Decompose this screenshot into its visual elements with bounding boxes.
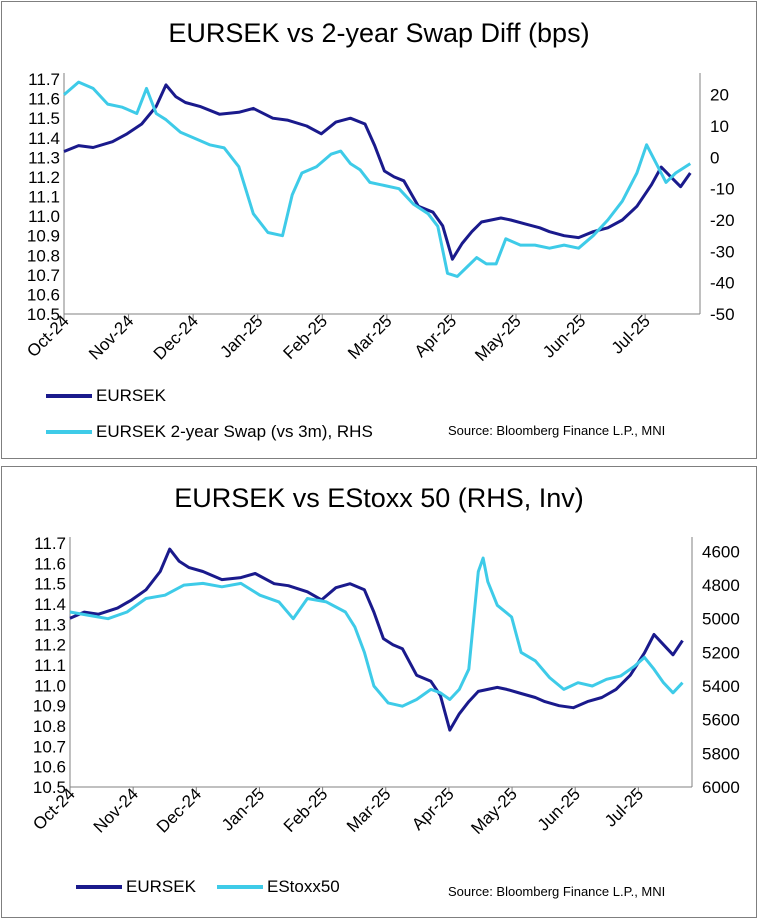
y-right-tick-label: 5600	[702, 711, 740, 730]
y-left-tick-label: 11.3	[28, 148, 60, 167]
x-tick-label: Jul-25	[608, 311, 654, 357]
y-left-tick-label: 10.7	[27, 266, 60, 285]
y-left-tick-label: 11.5	[34, 575, 66, 594]
legend-label: EURSEK 2-year Swap (vs 3m), RHS	[96, 422, 373, 441]
y-left-tick-label: 11.0	[34, 676, 66, 695]
y-left-tick-label: 10.6	[27, 285, 60, 304]
y-right-tick-label: 4600	[702, 542, 740, 561]
chart-panel-top: EURSEK vs 2-year Swap Diff (bps) 11.7 11.…	[1, 1, 757, 459]
x-tick-label: Jan-25	[216, 311, 266, 361]
legend-label: EURSEK	[126, 877, 196, 896]
y-left-tick-label: 11.0	[28, 207, 60, 226]
x-tick-label: Dec-24	[153, 784, 205, 836]
x-tick-label: Jun-25	[534, 784, 584, 834]
legend-swatch-eursek	[76, 885, 122, 889]
y-left-tick-label: 10.8	[27, 246, 60, 265]
y-right-tick-label: 5800	[702, 744, 740, 763]
legend-label: EURSEK	[96, 386, 166, 405]
y-right-tick-label: 6000	[702, 778, 740, 797]
x-tick-label: Feb-25	[280, 311, 332, 363]
y-left-tick-label: 11.1	[34, 656, 66, 675]
legend-swatch-eursek	[46, 394, 92, 398]
x-tick-label: Nov-24	[90, 784, 142, 836]
source-note: Source: Bloomberg Finance L.P., MNI	[448, 884, 666, 899]
y-left-tick-label: 11.7	[34, 534, 66, 553]
y-right-tick-label: -40	[710, 274, 735, 293]
x-tick-label: May-25	[467, 784, 521, 838]
y-left-tick-label: 11.4	[28, 129, 60, 148]
y-left-tick-label: 11.1	[28, 188, 60, 207]
x-tick-label: Nov-24	[85, 311, 137, 363]
y-left-tick-label: 11.6	[28, 90, 60, 109]
series-line-secondary	[69, 556, 684, 708]
x-tick-label: Jul-25	[601, 784, 647, 830]
x-tick-label: Feb-25	[280, 784, 332, 836]
legend-item-estoxx: EStoxx50	[217, 877, 340, 897]
chart-title: EURSEK vs 2-year Swap Diff (bps)	[168, 18, 590, 48]
y-right-tick-label: 4800	[702, 576, 740, 595]
legend-swatch-swap	[46, 430, 92, 434]
x-tick-label: Jan-25	[218, 784, 268, 834]
series-line-eursek	[63, 83, 692, 261]
y-right-tick-label: -50	[710, 305, 735, 324]
x-tick-label: Dec-24	[150, 311, 202, 363]
y-left-tick-label: 10.8	[33, 717, 66, 736]
y-left-tick-label: 11.5	[28, 109, 60, 128]
x-tick-label: Mar-25	[343, 784, 395, 836]
y-left-tick-label: 11.2	[28, 168, 60, 187]
legend-item-swap: EURSEK 2-year Swap (vs 3m), RHS	[46, 422, 373, 442]
y-left-tick-label: 11.4	[34, 595, 66, 614]
y-left-tick-label: 11.6	[34, 554, 66, 573]
y-right-tick-label: -10	[710, 180, 735, 199]
chart-plot-top: 11.711.611.511.411.311.211.111.010.910.8…	[23, 70, 735, 365]
y-right-tick-label: -20	[710, 211, 735, 230]
legend-item-eursek: EURSEK	[76, 877, 196, 897]
chart-plot-bottom: 11.711.6 11.511.411.3 11.211.111.0 10.910.8…	[29, 534, 740, 838]
y-left-tick-label: 10.5	[33, 778, 66, 797]
y-left-tick-label: 10.9	[33, 697, 66, 716]
y-left-tick-label: 11.3	[34, 615, 66, 634]
series-line-eursek	[69, 547, 684, 732]
x-tick-label: Apr-25	[408, 784, 458, 834]
y-right-tick-label: 0	[710, 148, 719, 167]
legend-label: EStoxx50	[267, 877, 340, 896]
y-left-tick-label: 10.7	[33, 737, 66, 756]
x-tick-label: Mar-25	[344, 311, 396, 363]
y-right-tick-label: 10	[710, 117, 729, 136]
legend-item-eursek: EURSEK	[46, 386, 166, 406]
y-left-tick-label: 11.2	[34, 636, 66, 655]
y-left-tick-label: 10.6	[33, 758, 66, 777]
legend-swatch-estoxx	[217, 885, 263, 889]
y-left-tick-label: 10.9	[27, 227, 60, 246]
x-tick-label: Apr-25	[411, 311, 461, 361]
y-right-tick-label: 5400	[702, 677, 740, 696]
source-note: Source: Bloomberg Finance L.P., MNI	[448, 423, 666, 438]
x-tick-label: Jun-25	[539, 311, 589, 361]
y-right-tick-label: 5200	[702, 643, 740, 662]
chart-title: EURSEK vs EStoxx 50 (RHS, Inv)	[174, 483, 584, 513]
series-line-secondary	[63, 80, 692, 278]
y-right-tick-label: -30	[710, 242, 735, 261]
y-right-tick-label: 5000	[702, 610, 740, 629]
chart-panel-bottom: EURSEK vs EStoxx 50 (RHS, Inv) 11.7 11.6 1…	[1, 466, 757, 918]
x-tick-label: May-25	[471, 311, 525, 365]
y-right-tick-label: 20	[710, 86, 729, 105]
y-left-tick-label: 11.7	[28, 70, 60, 89]
y-left-tick-label: 10.5	[27, 305, 60, 324]
